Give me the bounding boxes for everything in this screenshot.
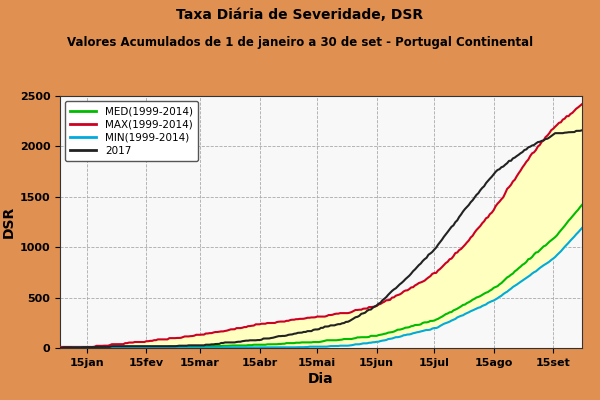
Text: Taxa Diária de Severidade, DSR: Taxa Diária de Severidade, DSR: [176, 8, 424, 22]
Text: Valores Acumulados de 1 de janeiro a 30 de set - Portugal Continental: Valores Acumulados de 1 de janeiro a 30 …: [67, 36, 533, 49]
Y-axis label: DSR: DSR: [1, 206, 16, 238]
X-axis label: Dia: Dia: [308, 372, 334, 386]
Legend: MED(1999-2014), MAX(1999-2014), MIN(1999-2014), 2017: MED(1999-2014), MAX(1999-2014), MIN(1999…: [65, 101, 198, 161]
